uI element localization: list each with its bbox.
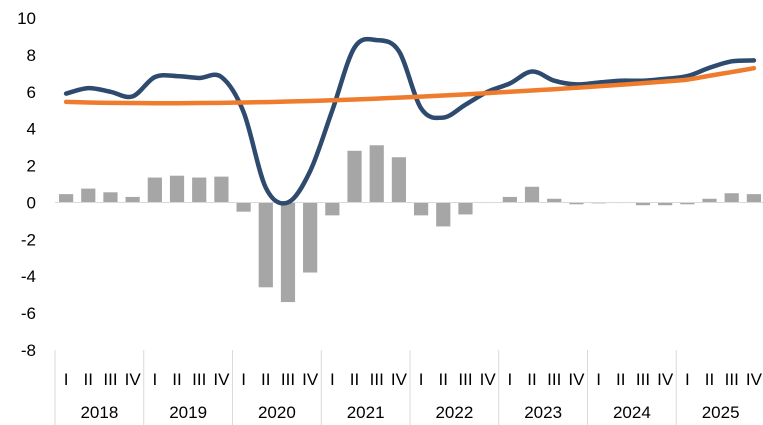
y-tick-label: 4 bbox=[27, 120, 36, 139]
quarter-label: I bbox=[507, 370, 512, 389]
bar bbox=[347, 150, 362, 203]
quarter-label: III bbox=[103, 370, 117, 389]
bar bbox=[81, 188, 96, 203]
bar bbox=[635, 202, 651, 206]
quarter-label: III bbox=[370, 370, 384, 389]
quarter-label: IV bbox=[391, 370, 408, 389]
y-tick-label: 10 bbox=[17, 9, 36, 28]
quarter-label: II bbox=[705, 370, 714, 389]
quarter-label: III bbox=[547, 370, 561, 389]
quarter-label: II bbox=[172, 370, 181, 389]
bar bbox=[547, 198, 562, 203]
quarter-label: IV bbox=[568, 370, 585, 389]
bar bbox=[680, 202, 695, 205]
year-label: 2024 bbox=[613, 403, 651, 422]
bar bbox=[569, 202, 584, 205]
quarter-label: I bbox=[152, 370, 157, 389]
bar bbox=[236, 202, 251, 212]
quarter-label: III bbox=[192, 370, 206, 389]
year-label: 2018 bbox=[80, 403, 118, 422]
bar bbox=[214, 176, 229, 203]
quarter-label: II bbox=[261, 370, 270, 389]
quarter-label: II bbox=[527, 370, 536, 389]
quarter-label: III bbox=[281, 370, 295, 389]
year-label: 2021 bbox=[347, 403, 385, 422]
line-series-blue bbox=[63, 36, 757, 206]
quarter-label: IV bbox=[213, 370, 230, 389]
y-tick-label: 6 bbox=[27, 83, 36, 102]
bar bbox=[702, 198, 717, 203]
bar bbox=[169, 175, 185, 203]
quarter-label: I bbox=[685, 370, 690, 389]
year-label: 2019 bbox=[169, 403, 207, 422]
bar bbox=[413, 202, 429, 216]
quarter-label: I bbox=[64, 370, 69, 389]
bar bbox=[502, 196, 517, 203]
bar bbox=[436, 202, 451, 227]
quarter-label: IV bbox=[302, 370, 319, 389]
bar bbox=[724, 193, 739, 203]
year-label: 2023 bbox=[524, 403, 562, 422]
bar bbox=[303, 202, 318, 273]
bar bbox=[258, 202, 273, 288]
quarter-label: III bbox=[725, 370, 739, 389]
quarter-label: III bbox=[636, 370, 650, 389]
year-label: 2025 bbox=[702, 403, 740, 422]
year-label: 2020 bbox=[258, 403, 296, 422]
y-tick-label: -8 bbox=[21, 341, 36, 360]
bar bbox=[458, 202, 473, 215]
bar bbox=[192, 177, 207, 203]
bar bbox=[147, 177, 162, 203]
y-tick-label: -2 bbox=[21, 230, 36, 249]
y-axis-tick-labels: 10 8 6 4 2 0 -2 -4 -6 -8 bbox=[17, 9, 36, 360]
year-label: 2022 bbox=[435, 403, 473, 422]
bar bbox=[746, 194, 762, 203]
quarter-label: IV bbox=[746, 370, 763, 389]
quarter-label: II bbox=[616, 370, 625, 389]
quarter-label: III bbox=[458, 370, 472, 389]
y-tick-label: -4 bbox=[21, 267, 36, 286]
line-series-orange bbox=[63, 65, 757, 106]
quarter-label: II bbox=[439, 370, 448, 389]
bar bbox=[280, 202, 296, 303]
bar-series bbox=[58, 145, 762, 303]
quarter-label: I bbox=[241, 370, 246, 389]
bar bbox=[125, 196, 140, 203]
bar bbox=[524, 186, 540, 203]
quarter-label: II bbox=[350, 370, 359, 389]
quarter-label: I bbox=[419, 370, 424, 389]
quarter-label: IV bbox=[125, 370, 142, 389]
bar bbox=[325, 202, 340, 216]
line-series bbox=[63, 36, 757, 206]
y-tick-label: 2 bbox=[27, 157, 36, 176]
bar bbox=[391, 157, 407, 203]
bar bbox=[369, 145, 384, 203]
quarter-label: I bbox=[596, 370, 601, 389]
quarter-label: IV bbox=[657, 370, 674, 389]
quarter-label: II bbox=[84, 370, 93, 389]
bar bbox=[103, 192, 118, 203]
bar bbox=[658, 202, 673, 206]
y-tick-label: -6 bbox=[21, 304, 36, 323]
x-axis: I II III IV I II III IV I II III IV I II III IV I II III IV… bbox=[54, 350, 763, 425]
quarter-label: I bbox=[330, 370, 335, 389]
bar bbox=[58, 194, 74, 203]
quarter-label: IV bbox=[480, 370, 497, 389]
y-tick-label: 8 bbox=[27, 46, 36, 65]
y-tick-label: 0 bbox=[27, 193, 36, 212]
